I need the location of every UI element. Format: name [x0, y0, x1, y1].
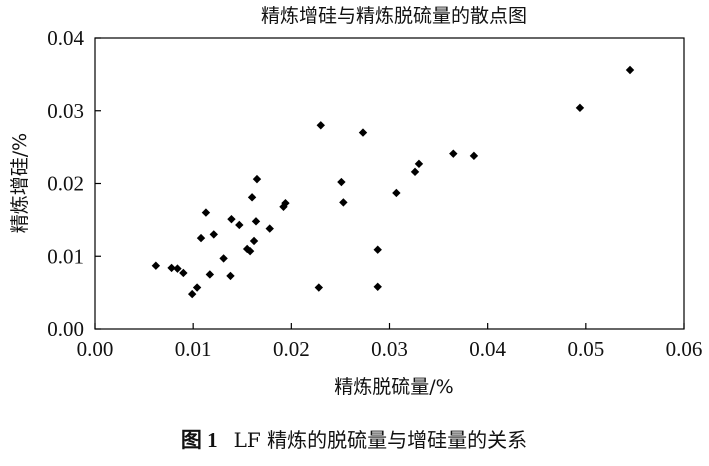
data-point — [575, 103, 585, 113]
data-point — [373, 282, 382, 292]
data-point — [167, 263, 176, 273]
data-points — [151, 65, 635, 299]
data-point — [251, 217, 261, 226]
data-point — [179, 268, 188, 278]
caption-number: 图 1 — [181, 428, 218, 452]
y-tick-label: 0.02 — [47, 172, 84, 196]
data-point — [249, 236, 259, 246]
figure-caption: 图 1 LF 精炼的脱硫量与增硅量的关系 — [181, 428, 527, 452]
x-tick-label: 0.02 — [273, 337, 310, 361]
data-point — [358, 128, 368, 137]
x-tick-label: 0.06 — [666, 337, 703, 361]
data-point — [245, 246, 255, 256]
data-point — [449, 149, 458, 158]
data-point — [187, 289, 197, 299]
data-point — [173, 264, 182, 273]
y-tick-label: 0.00 — [47, 317, 84, 341]
data-point — [265, 224, 274, 233]
x-tick-label: 0.00 — [77, 337, 114, 361]
data-point — [196, 233, 206, 243]
data-point — [337, 177, 346, 187]
x-axis-ticks: 0.00 0.01 0.02 0.03 0.04 0.05 0.06 — [77, 323, 703, 361]
y-tick-label: 0.03 — [47, 99, 84, 123]
y-axis-label: 精炼增硅/% — [9, 133, 31, 233]
data-point — [227, 214, 236, 224]
caption-text: LF 精炼的脱硫量与增硅量的关系 — [234, 428, 528, 452]
data-point — [414, 159, 424, 169]
data-point — [219, 254, 228, 263]
data-point — [625, 65, 635, 75]
data-point — [316, 121, 325, 130]
data-point — [151, 261, 161, 270]
y-tick-label: 0.04 — [47, 26, 84, 50]
data-point — [281, 198, 290, 208]
data-point — [410, 167, 420, 177]
data-point — [392, 188, 401, 198]
data-point — [469, 151, 479, 161]
data-point — [192, 283, 202, 292]
plot-frame — [94, 37, 685, 330]
data-point — [235, 220, 244, 230]
data-point — [226, 271, 235, 281]
y-axis-ticks: 0.00 0.01 0.02 0.03 0.04 — [47, 26, 101, 341]
data-point — [373, 245, 382, 254]
x-tick-label: 0.05 — [567, 337, 604, 361]
data-point — [205, 270, 215, 279]
data-point — [247, 193, 257, 202]
x-axis-label: 精炼脱硫量/% — [334, 376, 453, 398]
y-tick-label: 0.01 — [47, 244, 84, 268]
x-tick-label: 0.03 — [371, 337, 408, 361]
data-point — [252, 174, 262, 184]
chart-title: 精炼增硅与精炼脱硫量的散点图 — [261, 5, 527, 27]
data-point — [339, 198, 348, 207]
x-tick-label: 0.04 — [469, 337, 506, 361]
x-tick-label: 0.01 — [175, 337, 212, 361]
data-point — [314, 283, 324, 292]
data-point — [209, 230, 218, 239]
data-point — [201, 208, 211, 217]
